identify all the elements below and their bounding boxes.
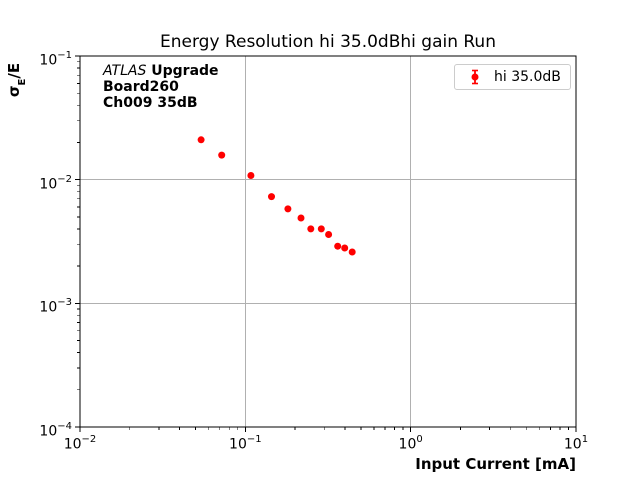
data-point — [297, 214, 305, 222]
chart-title: Energy Resolution hi 35.0dBhi gain Run — [160, 32, 496, 52]
y-axis-label-subscript: E — [17, 78, 28, 86]
y-tick-label: 10−3 — [39, 297, 72, 316]
axes-spines — [79, 55, 577, 428]
y-tick-label: 10−4 — [39, 421, 72, 440]
y-tick-label: 10−2 — [39, 173, 72, 193]
annotation-line-1-rest: Upgrade — [146, 63, 219, 79]
legend: hi 35.0dB — [454, 64, 571, 90]
data-point — [341, 244, 349, 252]
data-point — [284, 205, 292, 213]
data-point — [268, 193, 275, 201]
x-tick-label: 100 — [398, 434, 423, 453]
data-point — [348, 248, 356, 256]
data-point — [334, 242, 342, 250]
legend-label: hi 35.0dB — [494, 69, 561, 85]
data-point — [218, 151, 226, 159]
annotation: ATLAS Upgrade Board260 Ch009 35dB — [103, 63, 219, 111]
y-tick-label: 10−1 — [39, 50, 72, 69]
y-axis-label: σE/E — [4, 50, 28, 110]
annotation-experiment-name: ATLAS — [103, 63, 147, 79]
data-point — [325, 231, 333, 238]
y-axis-label-rest: /E — [5, 62, 23, 79]
x-tick-label: 10−2 — [63, 434, 97, 453]
data-point — [197, 136, 205, 144]
data-point — [307, 225, 315, 233]
data-point — [247, 172, 255, 179]
annotation-line-3: Ch009 35dB — [103, 95, 198, 111]
x-tick-label: 10−1 — [229, 434, 262, 453]
annotation-line-1: ATLAS Upgrade — [103, 63, 219, 79]
x-tick-label: 101 — [563, 434, 589, 453]
legend-errorbar-icon — [471, 69, 479, 85]
x-axis-label: Input Current [mA] — [415, 455, 576, 473]
annotation-line-2: Board260 — [103, 79, 179, 95]
data-point — [317, 225, 325, 233]
y-axis-label-symbol: σ — [5, 85, 23, 98]
errorbar-marker-dot — [471, 73, 479, 81]
